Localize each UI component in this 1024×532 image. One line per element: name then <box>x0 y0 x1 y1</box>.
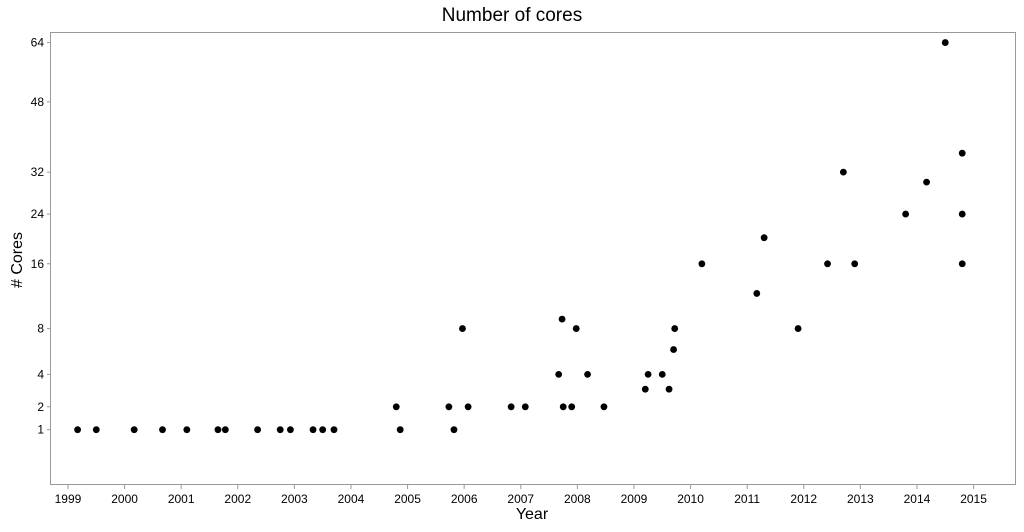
y-tick-label: 8 <box>37 322 44 336</box>
data-point <box>464 403 472 411</box>
x-tick-label: 2009 <box>621 492 648 506</box>
x-tick-label: 2008 <box>564 492 591 506</box>
x-tick-label: 2013 <box>847 492 874 506</box>
x-tick-label: 2005 <box>394 492 421 506</box>
y-tick-label: 24 <box>31 207 45 221</box>
data-point <box>600 403 608 411</box>
x-tick-label: 2012 <box>790 492 817 506</box>
data-point <box>760 234 768 242</box>
data-point <box>214 426 222 434</box>
data-point <box>450 426 458 434</box>
data-point <box>459 325 466 332</box>
x-tick-label: 2007 <box>507 492 534 506</box>
data-point <box>183 426 191 434</box>
x-tick-label: 2010 <box>677 492 704 506</box>
data-point <box>584 370 591 378</box>
y-tick-label: 2 <box>37 400 44 414</box>
y-tick-label: 48 <box>31 95 45 109</box>
data-point <box>254 426 261 434</box>
x-axis-label: Year <box>515 506 549 523</box>
x-tick-label: 2002 <box>224 492 251 506</box>
data-point <box>670 346 677 353</box>
x-tick-label: 2006 <box>451 492 478 506</box>
data-point <box>130 426 138 434</box>
data-point <box>319 426 327 434</box>
data-point <box>665 385 673 393</box>
data-point <box>958 260 966 268</box>
data-point <box>555 370 563 378</box>
data-point <box>671 325 679 332</box>
x-tick-label: 2014 <box>904 492 931 506</box>
data-point <box>559 403 567 411</box>
data-point <box>276 426 284 434</box>
y-tick-label: 1 <box>37 423 44 437</box>
data-point <box>644 370 652 378</box>
data-point <box>558 315 566 323</box>
plot-panel <box>50 32 1016 485</box>
data-point <box>92 426 100 434</box>
data-points <box>74 39 966 434</box>
x-tick-label: 2004 <box>338 492 365 506</box>
data-point <box>74 426 82 434</box>
data-point <box>923 178 930 186</box>
data-point <box>521 403 529 411</box>
data-point <box>159 426 166 434</box>
y-tick-label: 64 <box>31 36 45 50</box>
data-point <box>658 370 666 378</box>
data-point <box>641 385 649 393</box>
data-point <box>958 210 966 218</box>
data-point <box>839 168 847 176</box>
y-tick-label: 16 <box>31 257 45 271</box>
data-point <box>753 290 761 297</box>
data-point <box>698 260 706 268</box>
data-point <box>309 426 317 434</box>
data-point <box>221 426 229 434</box>
x-tick-label: 2001 <box>168 492 195 506</box>
data-point <box>851 260 859 268</box>
x-tick-label: 2003 <box>281 492 308 506</box>
data-point <box>958 149 966 157</box>
x-tick-label: 1999 <box>55 492 82 506</box>
x-tick-label: 2000 <box>111 492 138 506</box>
data-point <box>941 39 949 46</box>
data-point <box>396 426 404 434</box>
y-tick-label: 4 <box>37 367 44 381</box>
data-point <box>507 403 515 411</box>
data-point <box>330 426 338 434</box>
data-point <box>445 403 453 411</box>
data-point <box>568 403 576 411</box>
data-point <box>392 403 400 411</box>
data-point <box>572 325 580 332</box>
data-point <box>287 426 294 434</box>
x-tick-label: 2015 <box>960 492 987 506</box>
x-tick-label: 2011 <box>734 492 760 506</box>
data-point <box>902 210 910 218</box>
x-axis: 1999 2000 2001 2002 2003 2004 2005 2006 2007 2008… <box>55 485 987 506</box>
chart-title: Number of cores <box>441 5 583 26</box>
data-point <box>824 260 831 268</box>
y-tick-label: 32 <box>31 165 45 179</box>
data-point <box>794 325 802 332</box>
